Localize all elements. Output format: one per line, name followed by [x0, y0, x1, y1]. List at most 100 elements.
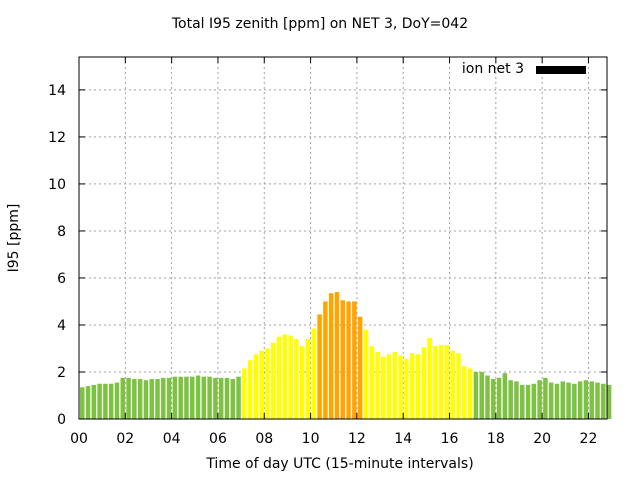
bar — [172, 376, 178, 419]
bar — [450, 350, 456, 419]
x-tick-label: 10 — [302, 431, 320, 447]
bar — [508, 380, 513, 419]
bar — [485, 375, 490, 419]
x-tick-label: 12 — [348, 431, 366, 447]
bar — [543, 377, 548, 419]
bar — [161, 377, 166, 419]
bar — [137, 379, 143, 419]
bar — [108, 383, 114, 419]
bar — [80, 387, 85, 419]
bar — [467, 368, 473, 419]
bar — [340, 300, 346, 419]
y-tick-label: 4 — [57, 318, 66, 334]
x-tick-label: 02 — [116, 431, 134, 447]
bar — [103, 383, 108, 419]
y-tick-label: 6 — [57, 271, 66, 287]
bar — [514, 381, 519, 419]
legend-label: ion net 3 — [461, 61, 524, 77]
bar — [288, 335, 293, 419]
bar — [456, 353, 461, 419]
bar — [317, 314, 322, 419]
bar — [207, 376, 212, 419]
bar — [132, 379, 137, 419]
bar — [259, 350, 264, 419]
bar — [271, 342, 276, 419]
bar — [531, 383, 537, 419]
x-tick-label: 20 — [533, 431, 551, 447]
bar — [184, 376, 189, 419]
x-tick-label: 14 — [394, 431, 412, 447]
bar — [410, 353, 415, 419]
y-tick-label: 2 — [57, 365, 66, 381]
bar — [224, 377, 230, 419]
x-tick-label: 16 — [441, 431, 459, 447]
bar — [178, 376, 183, 419]
bar — [236, 376, 241, 419]
bar — [577, 381, 583, 419]
bar — [305, 339, 311, 419]
bar — [595, 382, 600, 419]
bar — [479, 371, 484, 419]
bar — [149, 379, 154, 419]
bar — [398, 355, 403, 419]
x-axis-label: Time of day UTC (15-minute intervals) — [206, 456, 474, 472]
x-tick-label: 08 — [255, 431, 273, 447]
bar — [496, 377, 502, 419]
legend-key — [536, 66, 586, 74]
bar — [85, 386, 91, 419]
y-tick-label: 10 — [48, 177, 66, 193]
bar — [444, 344, 450, 419]
bar — [438, 344, 444, 419]
bar — [114, 382, 120, 419]
bar — [548, 382, 554, 419]
bar — [282, 334, 288, 419]
bar — [381, 356, 386, 419]
bar — [346, 301, 351, 419]
bar — [357, 316, 363, 419]
bar — [601, 383, 606, 419]
bar — [190, 376, 195, 419]
bar — [300, 346, 305, 419]
bar — [323, 301, 328, 419]
bar — [352, 301, 357, 419]
bar — [253, 354, 259, 419]
bar — [566, 382, 571, 419]
bar — [242, 368, 247, 419]
bar — [386, 354, 392, 419]
bar — [369, 346, 374, 419]
bar — [328, 293, 334, 419]
bar — [213, 377, 218, 419]
bar — [560, 381, 566, 419]
y-tick-label: 12 — [48, 130, 66, 146]
bar — [433, 346, 438, 419]
bar — [375, 352, 380, 419]
y-tick-label: 8 — [57, 224, 66, 240]
bar — [537, 380, 542, 419]
bar — [589, 381, 594, 419]
y-tick-label: 0 — [57, 412, 66, 428]
chart-title: Total I95 zenith [ppm] on NET 3, DoY=042 — [171, 16, 469, 32]
bar — [97, 383, 102, 419]
bar — [415, 354, 421, 419]
bar — [520, 384, 525, 419]
bar — [265, 348, 270, 419]
bar — [91, 384, 97, 419]
bar — [218, 377, 224, 419]
bar — [276, 336, 282, 419]
bar — [120, 377, 126, 419]
bar — [294, 339, 299, 419]
x-tick-label: 18 — [487, 431, 505, 447]
bar — [201, 376, 207, 419]
bar — [195, 375, 201, 419]
x-tick-label: 06 — [209, 431, 227, 447]
bar — [427, 337, 432, 419]
y-tick-label: 14 — [48, 83, 66, 99]
bar — [166, 377, 172, 419]
bar — [363, 329, 369, 419]
bar — [334, 292, 340, 419]
bar — [230, 379, 236, 419]
bar — [606, 384, 612, 419]
bar — [155, 379, 160, 419]
bar — [126, 377, 131, 419]
